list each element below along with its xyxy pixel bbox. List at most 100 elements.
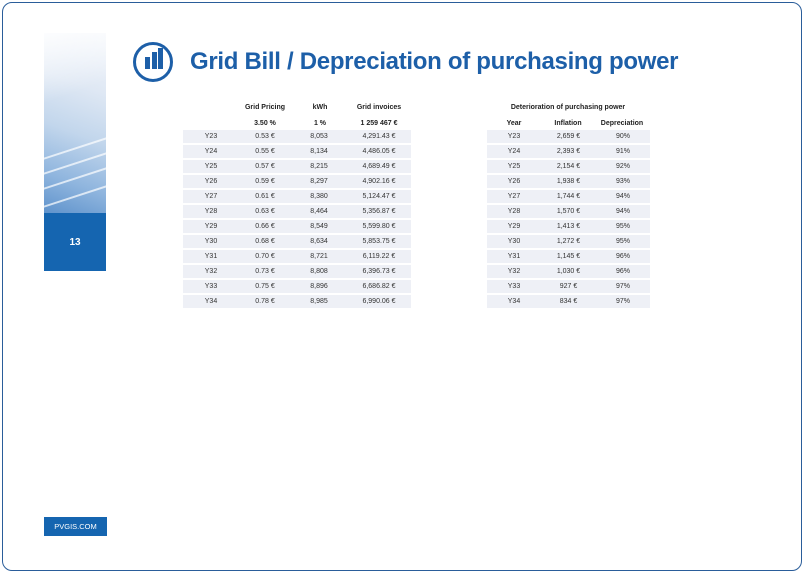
table-cell: 8,634 <box>291 235 347 248</box>
table-row: Y24 2,393 €91% <box>487 145 650 158</box>
table-cell: 0.68 € <box>239 235 291 248</box>
table-row: Y27 1,744 €94% <box>487 190 650 203</box>
table-row: Y30 1,272 €95% <box>487 235 650 248</box>
table-row: Y30 0.68 €8,634 5,853.75 € <box>183 235 411 248</box>
table-cell: 8,549 <box>291 220 347 233</box>
table-cell: Y25 <box>183 160 239 173</box>
table-cell: 8,721 <box>291 250 347 263</box>
table-cell: 5,356.87 € <box>347 205 411 218</box>
table-cell: 0.70 € <box>239 250 291 263</box>
table-cell: 4,291.43 € <box>347 130 411 143</box>
table-cell: 6,686.82 € <box>347 280 411 293</box>
table-cell: 8,297 <box>291 175 347 188</box>
table-cell: Y26 <box>487 175 541 188</box>
table-cell: 2,154 € <box>541 160 596 173</box>
table-cell: 96% <box>596 265 650 278</box>
table-cell: 5,599.80 € <box>347 220 411 233</box>
table-row: Y26 0.59 €8,297 4,902.16 € <box>183 175 411 188</box>
table-cell: 0.53 € <box>239 130 291 143</box>
table-cell: 1,030 € <box>541 265 596 278</box>
table-row: Y29 1,413 €95% <box>487 220 650 233</box>
table-row: Y32 0.73 €8,808 6,396.73 € <box>183 265 411 278</box>
table-row: Y31 0.70 €8,721 6,119.22 € <box>183 250 411 263</box>
table-row: Y25 2,154 €92% <box>487 160 650 173</box>
table-cell: 8,215 <box>291 160 347 173</box>
table-cell: 90% <box>596 130 650 143</box>
purchasing-power-table: Y23 2,659 €90% Y24 2,393 €91% Y25 2,154 €92% Y… <box>487 128 650 310</box>
table-cell: 97% <box>596 295 650 308</box>
table-cell: 8,380 <box>291 190 347 203</box>
table-cell: Y24 <box>183 145 239 158</box>
table-cell: 8,134 <box>291 145 347 158</box>
bar-chart-icon <box>133 42 173 82</box>
table-cell: 4,902.16 € <box>347 175 411 188</box>
table-cell: 6,990.06 € <box>347 295 411 308</box>
left-subheader-rate: 3.50 % <box>254 120 276 127</box>
table-cell: Y27 <box>487 190 541 203</box>
table-cell: Y32 <box>183 265 239 278</box>
table-cell: Y23 <box>487 130 541 143</box>
table-cell: 0.75 € <box>239 280 291 293</box>
table-cell: 6,396.73 € <box>347 265 411 278</box>
right-header-inflation: Inflation <box>554 120 582 127</box>
table-cell: 95% <box>596 220 650 233</box>
table-cell: 92% <box>596 160 650 173</box>
table-row: Y25 0.57 €8,215 4,689.49 € <box>183 160 411 173</box>
left-subheader-total: 1 259 467 € <box>360 120 398 127</box>
table-cell: 0.66 € <box>239 220 291 233</box>
left-header-kwh: kWh <box>312 104 328 111</box>
grid-bill-table: Y23 0.53 €8,053 4,291.43 € Y24 0.55 €8,134 4,… <box>183 128 411 310</box>
table-cell: Y30 <box>487 235 541 248</box>
table-row: Y32 1,030 €96% <box>487 265 650 278</box>
table-cell: Y34 <box>487 295 541 308</box>
table-cell: Y27 <box>183 190 239 203</box>
table-cell: 8,808 <box>291 265 347 278</box>
table-cell: 0.61 € <box>239 190 291 203</box>
table-cell: 8,896 <box>291 280 347 293</box>
table-row: Y26 1,938 €93% <box>487 175 650 188</box>
table-cell: 927 € <box>541 280 596 293</box>
table-cell: 0.59 € <box>239 175 291 188</box>
table-cell: Y24 <box>487 145 541 158</box>
table-cell: Y26 <box>183 175 239 188</box>
table-cell: Y33 <box>487 280 541 293</box>
table-cell: 1,938 € <box>541 175 596 188</box>
table-cell: 1,744 € <box>541 190 596 203</box>
table-row: Y33 927 €97% <box>487 280 650 293</box>
table-cell: Y33 <box>183 280 239 293</box>
table-cell: 1,145 € <box>541 250 596 263</box>
table-cell: 8,985 <box>291 295 347 308</box>
table-cell: 5,853.75 € <box>347 235 411 248</box>
table-cell: 1,570 € <box>541 205 596 218</box>
table-cell: 94% <box>596 205 650 218</box>
page-title: Grid Bill / Depreciation of purchasing p… <box>190 48 679 75</box>
table-cell: Y29 <box>183 220 239 233</box>
table-row: Y33 0.75 €8,896 6,686.82 € <box>183 280 411 293</box>
table-cell: Y32 <box>487 265 541 278</box>
footer-site-badge: PVGIS.COM <box>44 517 107 536</box>
table-cell: 834 € <box>541 295 596 308</box>
table-cell: Y25 <box>487 160 541 173</box>
table-cell: 95% <box>596 235 650 248</box>
table-cell: 2,393 € <box>541 145 596 158</box>
table-cell: Y31 <box>487 250 541 263</box>
table-cell: 0.78 € <box>239 295 291 308</box>
table-cell: 6,119.22 € <box>347 250 411 263</box>
table-row: Y29 0.66 €8,549 5,599.80 € <box>183 220 411 233</box>
table-row: Y31 1,145 €96% <box>487 250 650 263</box>
table-cell: 4,486.05 € <box>347 145 411 158</box>
table-cell: 1,413 € <box>541 220 596 233</box>
table-cell: 8,464 <box>291 205 347 218</box>
table-cell: Y34 <box>183 295 239 308</box>
table-row: Y34 834 €97% <box>487 295 650 308</box>
table-row: Y28 1,570 €94% <box>487 205 650 218</box>
table-cell: 93% <box>596 175 650 188</box>
table-row: Y34 0.78 €8,985 6,990.06 € <box>183 295 411 308</box>
right-table-title: Deterioration of purchasing power <box>510 104 626 111</box>
table-cell: Y23 <box>183 130 239 143</box>
table-cell: 1,272 € <box>541 235 596 248</box>
table-cell: Y29 <box>487 220 541 233</box>
table-cell: 0.73 € <box>239 265 291 278</box>
table-cell: Y30 <box>183 235 239 248</box>
table-cell: 8,053 <box>291 130 347 143</box>
